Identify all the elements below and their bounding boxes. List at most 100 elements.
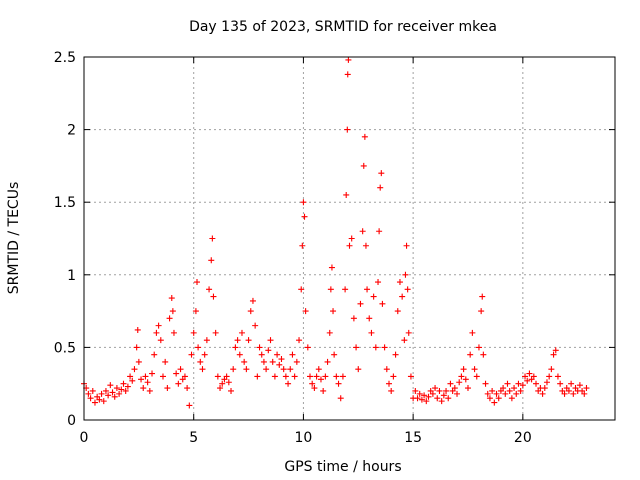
data-point <box>543 379 550 386</box>
data-point <box>401 337 408 344</box>
data-point <box>118 386 125 393</box>
data-point <box>357 300 364 307</box>
data-point <box>425 393 432 400</box>
data-point <box>301 213 308 220</box>
data-point <box>184 385 191 392</box>
data-point <box>208 257 215 264</box>
data-point <box>443 387 450 394</box>
data-point <box>127 373 134 380</box>
data-point <box>376 228 383 235</box>
data-point <box>561 390 568 397</box>
data-point <box>348 235 355 242</box>
data-point <box>307 373 314 380</box>
data-point <box>135 358 142 365</box>
data-point <box>265 347 272 354</box>
data-point <box>519 382 526 389</box>
data-point <box>146 387 153 394</box>
data-point <box>473 373 480 380</box>
data-point <box>212 329 219 336</box>
data-point <box>201 351 208 358</box>
data-point <box>232 344 239 351</box>
chart-title: Day 135 of 2023, SRMTID for receiver mke… <box>189 19 497 35</box>
data-point <box>85 390 92 397</box>
data-point <box>300 199 307 206</box>
data-point <box>343 191 350 198</box>
y-tick-label: 2 <box>67 123 76 139</box>
data-point <box>504 380 511 387</box>
data-point <box>298 286 305 293</box>
data-point <box>322 373 329 380</box>
data-point <box>131 366 138 373</box>
data-point <box>396 279 403 286</box>
data-point <box>355 366 362 373</box>
data-point <box>159 373 166 380</box>
data-point <box>471 366 478 373</box>
data-point <box>315 366 322 373</box>
data-point <box>230 366 237 373</box>
data-point <box>479 293 486 300</box>
data-point <box>166 315 173 322</box>
data-point <box>370 293 377 300</box>
data-point <box>456 379 463 386</box>
data-point <box>168 295 175 302</box>
data-point <box>164 385 171 392</box>
data-point <box>418 396 425 403</box>
data-point <box>100 398 107 405</box>
data-point <box>245 337 252 344</box>
data-point <box>511 385 518 392</box>
data-point <box>416 390 423 397</box>
data-point <box>155 322 162 329</box>
data-point <box>263 366 270 373</box>
data-point <box>565 387 572 394</box>
data-point <box>278 356 285 363</box>
data-point <box>111 393 118 400</box>
data-point <box>304 344 311 351</box>
data-point <box>267 337 274 344</box>
data-point <box>438 398 445 405</box>
data-point <box>134 326 141 333</box>
data-point <box>192 308 199 315</box>
data-point <box>236 351 243 358</box>
data-point <box>317 376 324 383</box>
data-point <box>524 377 531 384</box>
data-point <box>372 344 379 351</box>
data-point <box>346 242 353 249</box>
data-point <box>546 373 553 380</box>
data-point <box>368 329 375 336</box>
x-tick-label: 5 <box>189 430 198 446</box>
data-point <box>274 351 281 358</box>
data-point <box>460 366 467 373</box>
data-point <box>225 379 232 386</box>
plot-frame <box>83 56 616 421</box>
data-point <box>344 126 351 133</box>
data-point <box>458 373 465 380</box>
data-point <box>206 286 213 293</box>
data-point <box>254 373 261 380</box>
data-point <box>381 344 388 351</box>
data-point <box>258 351 265 358</box>
data-point <box>120 380 127 387</box>
data-point <box>500 385 507 392</box>
data-point <box>186 402 193 409</box>
x-tick-label: 20 <box>514 430 532 446</box>
data-point <box>320 387 327 394</box>
data-point <box>515 380 522 387</box>
data-point <box>228 387 235 394</box>
data-point <box>302 308 309 315</box>
tick-labels: 0 5 10 15 20 0 0.5 1 1.5 2 2.5 <box>54 50 532 446</box>
data-point <box>403 242 410 249</box>
data-point <box>361 133 368 140</box>
data-point <box>175 380 182 387</box>
data-point <box>491 399 498 406</box>
data-point <box>113 385 120 392</box>
data-point <box>454 390 461 397</box>
data-point <box>539 390 546 397</box>
data-point <box>359 228 366 235</box>
data-point <box>324 358 331 365</box>
data-point <box>214 373 221 380</box>
data-point <box>377 184 384 191</box>
data-point <box>407 373 414 380</box>
data-point <box>173 370 180 377</box>
data-point <box>170 329 177 336</box>
data-point <box>203 337 210 344</box>
